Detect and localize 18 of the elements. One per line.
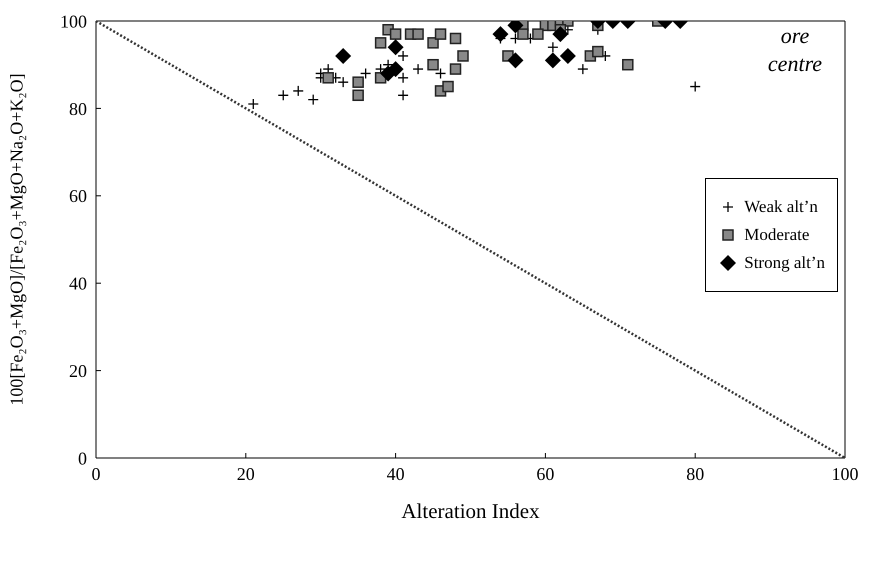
x-tick-label: 20 [236,464,255,484]
y-tick-label: 60 [69,186,87,206]
legend-label: Weak alt’n [744,197,818,217]
y-tick-label: 40 [69,274,87,294]
y-axis-title: 100[Fe₂O₃+MgO]/[Fe₂O₃+MgO+Na₂O+K₂O] [6,73,26,406]
x-tick-label: 100 [832,464,858,484]
x-axis-title: Alteration Index [401,499,540,523]
x-tick-label: 80 [686,464,704,484]
y-tick-label: 80 [69,98,87,119]
legend-label: Strong alt’n [744,253,825,273]
x-tick-label: 40 [386,464,405,484]
y-tick-label: 100 [60,11,87,32]
legend-label: Moderate [744,225,810,245]
y-tick-label: 20 [69,360,87,381]
x-tick-label: 0 [92,464,100,484]
x-tick-label: 60 [536,464,554,484]
annotation: ore centre [766,22,824,78]
y-tick-label: 0 [78,448,87,468]
